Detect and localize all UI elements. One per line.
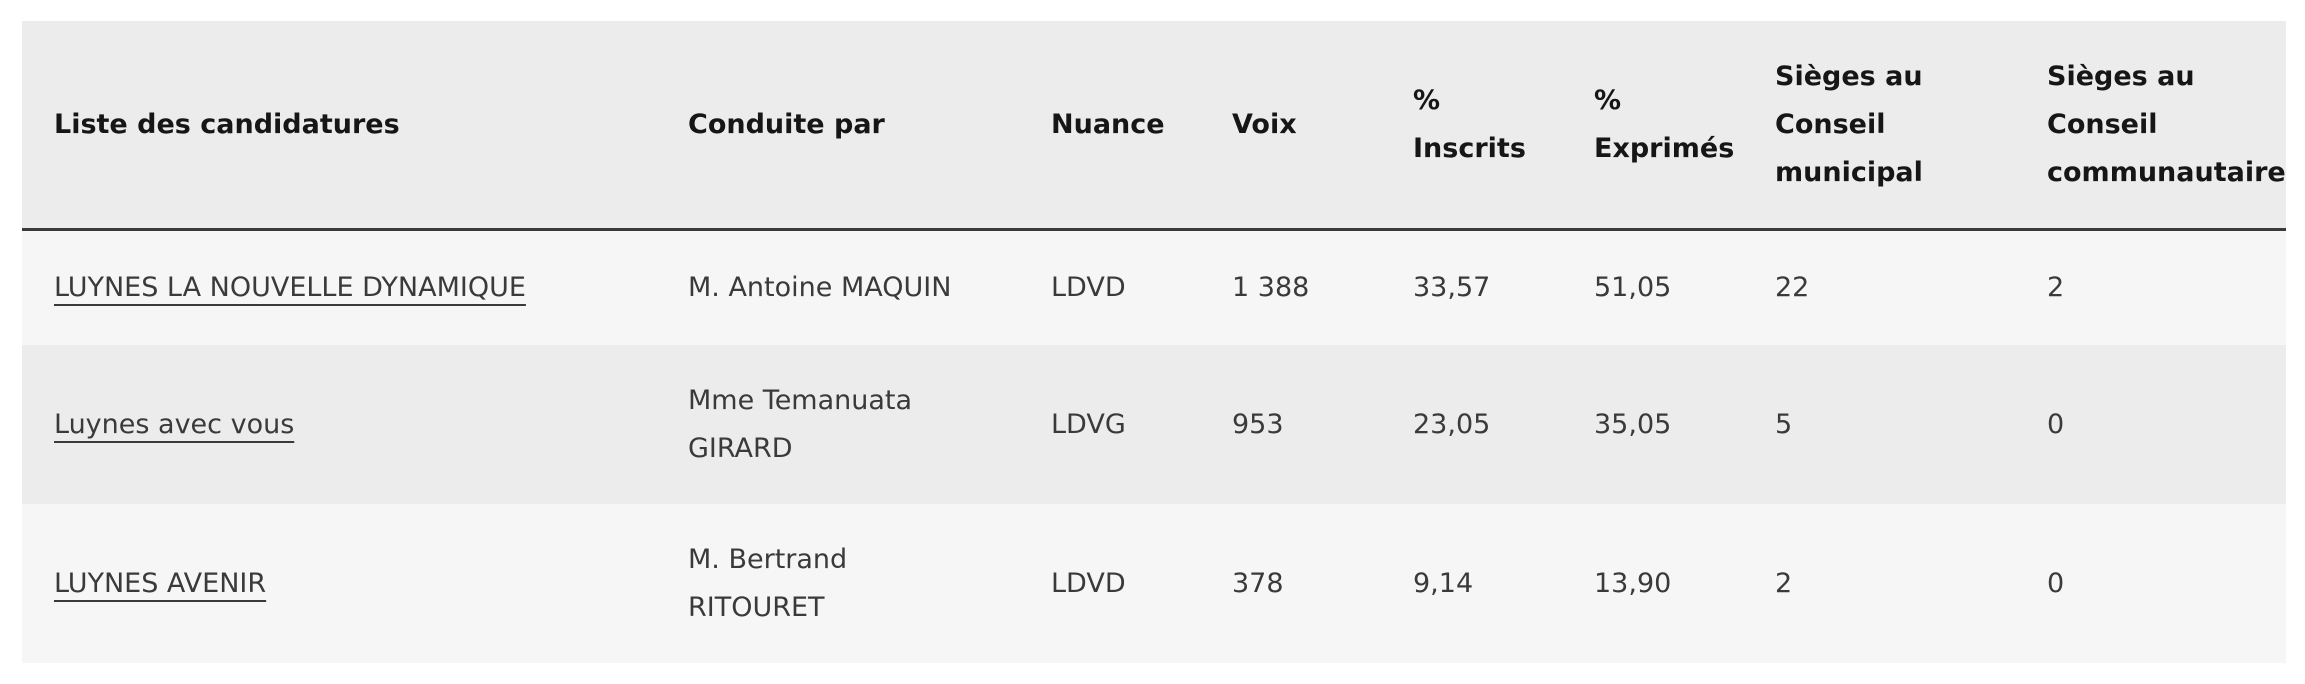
cell-text: % [1413,84,1441,116]
table-cell: LDVD [1019,560,1200,608]
cell-text: RITOURET [688,591,825,623]
header-cell: Sièges au Conseil communautaire [2015,53,2286,197]
cell-text: 1 388 [1232,272,1310,303]
cell-text: 9,14 [1413,567,1474,599]
cell-text: 23,05 [1413,408,1491,440]
cell-text: LDVG [1051,408,1126,440]
table-cell: M. Antoine MAQUIN [656,264,1019,312]
header-cell: Liste des candidatures [22,101,656,149]
cell-text: Liste des candidatures [54,108,400,140]
table-cell: 35,05 [1562,401,1743,449]
list-link[interactable]: LUYNES LA NOUVELLE DYNAMIQUE [22,264,656,312]
table-cell: 2 [2015,264,2286,312]
cell-text: Conseil [2047,108,2158,140]
header-cell: Voix [1200,101,1381,149]
table-cell: 0 [2015,560,2286,608]
cell-text: LUYNES LA NOUVELLE DYNAMIQUE [54,272,526,303]
cell-text: LUYNES AVENIR [54,567,267,599]
cell-text: Inscrits [1413,132,1526,164]
cell-text: 5 [1775,408,1793,440]
cell-text: Sièges au [1775,60,1923,92]
header-cell: Conduite par [656,101,1019,149]
cell-text: 0 [2047,408,2065,440]
table-cell: LDVD [1019,264,1200,312]
cell-text: 33,57 [1413,272,1491,303]
cell-text: Exprimés [1594,132,1735,164]
table-cell: M. Bertrand RITOURET [656,536,1019,632]
cell-text: 0 [2047,567,2065,599]
table-row: LUYNES LA NOUVELLE DYNAMIQUE M. Antoine M… [22,231,2286,345]
cell-text: Luynes avec vous [54,408,295,440]
table-cell: 378 [1200,560,1381,608]
cell-text: Conduite par [688,108,885,140]
table-row: LUYNES AVENIR M. Bertrand RITOURET LDVD 378 9… [22,504,2286,663]
header-cell: Sièges au Conseil municipal [1743,53,2015,197]
table-cell: 13,90 [1562,560,1743,608]
cell-text: % [1594,84,1622,116]
list-link[interactable]: Luynes avec vous [22,401,656,449]
cell-text: Nuance [1051,108,1165,140]
table-row: Luynes avec vous Mme Temanuata GIRARD LDVG 9… [22,345,2286,504]
table-cell: 2 [1743,560,2015,608]
table-cell: 953 [1200,401,1381,449]
cell-text: 22 [1775,272,1810,303]
table-cell: 22 [1743,264,2015,312]
cell-text: LDVD [1051,272,1126,303]
cell-text: Mme Temanuata [688,384,913,416]
cell-text: LDVD [1051,567,1126,599]
cell-text: 2 [2047,272,2065,303]
table-cell: 23,05 [1381,401,1562,449]
cell-text: 2 [1775,567,1793,599]
header-cell: % Inscrits [1381,77,1562,173]
cell-text: Conseil [1775,108,1886,140]
cell-text: communautaire [2047,156,2286,188]
table-cell: 51,05 [1562,264,1743,312]
table-cell: 0 [2015,401,2286,449]
table-cell: 33,57 [1381,264,1562,312]
cell-text: M. Antoine MAQUIN [688,272,952,303]
cell-text: M. Bertrand [688,543,848,575]
cell-text: Voix [1232,108,1297,140]
table-cell: 5 [1743,401,2015,449]
list-link[interactable]: LUYNES AVENIR [22,560,656,608]
cell-text: GIRARD [688,432,793,464]
cell-text: 13,90 [1594,567,1672,599]
cell-text: 35,05 [1594,408,1672,440]
header-cell: % Exprimés [1562,77,1743,173]
cell-text: 953 [1232,408,1284,440]
table-cell: 9,14 [1381,560,1562,608]
header-row: Liste des candidatures Conduite par Nuance… [22,21,2286,231]
table-cell: 1 388 [1200,264,1381,312]
cell-text: 378 [1232,567,1284,599]
table-cell: LDVG [1019,401,1200,449]
cell-text: Sièges au [2047,60,2195,92]
cell-text: 51,05 [1594,272,1672,303]
table-cell: Mme Temanuata GIRARD [656,377,1019,473]
header-cell: Nuance [1019,101,1200,149]
results-table: Liste des candidatures Conduite par Nuance… [22,21,2286,663]
cell-text: municipal [1775,156,1923,188]
